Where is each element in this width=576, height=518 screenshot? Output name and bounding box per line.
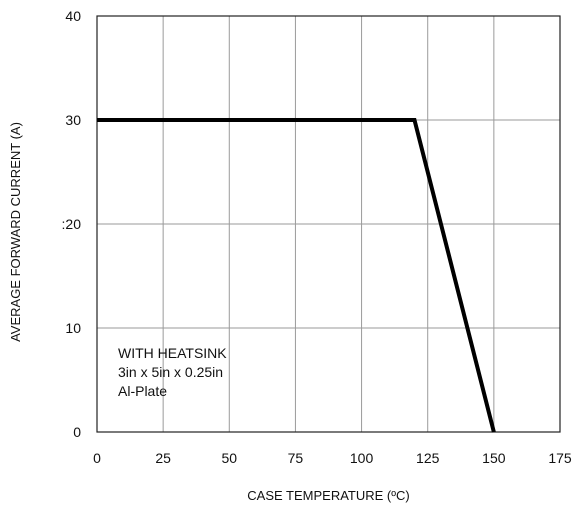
x-tick-label: 125 [416,450,440,466]
annotation-line: 3in x 5in x 0.25in [118,364,223,380]
x-axis-ticks: 0 25 50 75 100 125 150 175 [93,450,572,466]
x-tick-label: 150 [482,450,506,466]
annotation-line: Al-Plate [118,383,167,399]
y-axis-ticks: 0 10 :20 30 40 [62,8,82,440]
y-tick-label: 30 [65,112,81,128]
series-layer [97,118,496,433]
y-axis-title: AVERAGE FORWARD CURRENT (A) [8,122,23,342]
annotation: WITH HEATSINK 3in x 5in x 0.25in Al-Plate [118,345,227,399]
y-tick-label: 40 [65,8,81,24]
x-tick-label: 75 [288,450,304,466]
annotation-line: WITH HEATSINK [118,345,227,361]
x-tick-label: 50 [221,450,237,466]
x-axis-title: CASE TEMPERATURE (ºC) [247,488,409,503]
series-line [97,118,496,433]
y-tick-label: :20 [62,216,82,232]
y-tick-label: 0 [73,424,81,440]
plot-frame [96,15,561,433]
x-tick-label: 0 [93,450,101,466]
x-tick-label: 175 [548,450,572,466]
x-tick-label: 25 [155,450,171,466]
y-tick-label: 10 [65,320,81,336]
x-tick-label: 100 [350,450,374,466]
